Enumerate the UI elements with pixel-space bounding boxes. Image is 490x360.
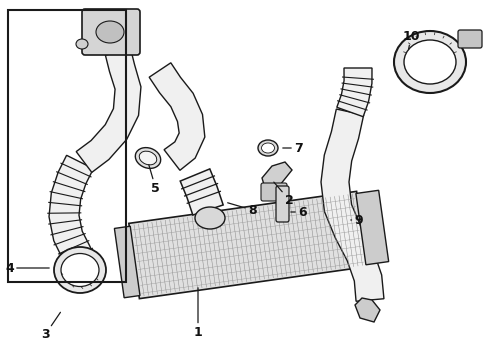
Polygon shape (337, 68, 372, 117)
Text: 9: 9 (351, 213, 363, 226)
Text: 2: 2 (274, 182, 294, 207)
Text: 5: 5 (149, 165, 160, 194)
FancyBboxPatch shape (261, 183, 287, 201)
Ellipse shape (135, 148, 161, 168)
Ellipse shape (76, 39, 88, 49)
Ellipse shape (195, 207, 225, 229)
Polygon shape (356, 190, 389, 265)
Bar (8, 10, 126, 282)
Text: 10: 10 (402, 30, 420, 49)
Polygon shape (262, 162, 292, 188)
Ellipse shape (258, 140, 278, 156)
Ellipse shape (262, 143, 274, 153)
Polygon shape (114, 226, 140, 298)
Ellipse shape (404, 40, 456, 84)
Polygon shape (355, 298, 380, 322)
Text: 4: 4 (5, 261, 49, 274)
Text: 1: 1 (194, 288, 202, 338)
Polygon shape (149, 63, 205, 170)
Text: 8: 8 (228, 203, 257, 216)
Text: 3: 3 (41, 312, 60, 342)
FancyBboxPatch shape (276, 186, 289, 222)
Ellipse shape (61, 253, 99, 287)
Polygon shape (49, 155, 96, 271)
Polygon shape (87, 12, 130, 52)
Polygon shape (180, 169, 223, 215)
Ellipse shape (96, 21, 124, 43)
Text: 6: 6 (291, 206, 307, 219)
Text: 7: 7 (283, 141, 303, 154)
FancyBboxPatch shape (458, 30, 482, 48)
Ellipse shape (394, 31, 466, 93)
Ellipse shape (139, 151, 157, 165)
FancyBboxPatch shape (82, 9, 140, 55)
Polygon shape (321, 109, 384, 301)
Polygon shape (129, 192, 367, 299)
Polygon shape (76, 49, 141, 172)
Ellipse shape (54, 247, 106, 293)
